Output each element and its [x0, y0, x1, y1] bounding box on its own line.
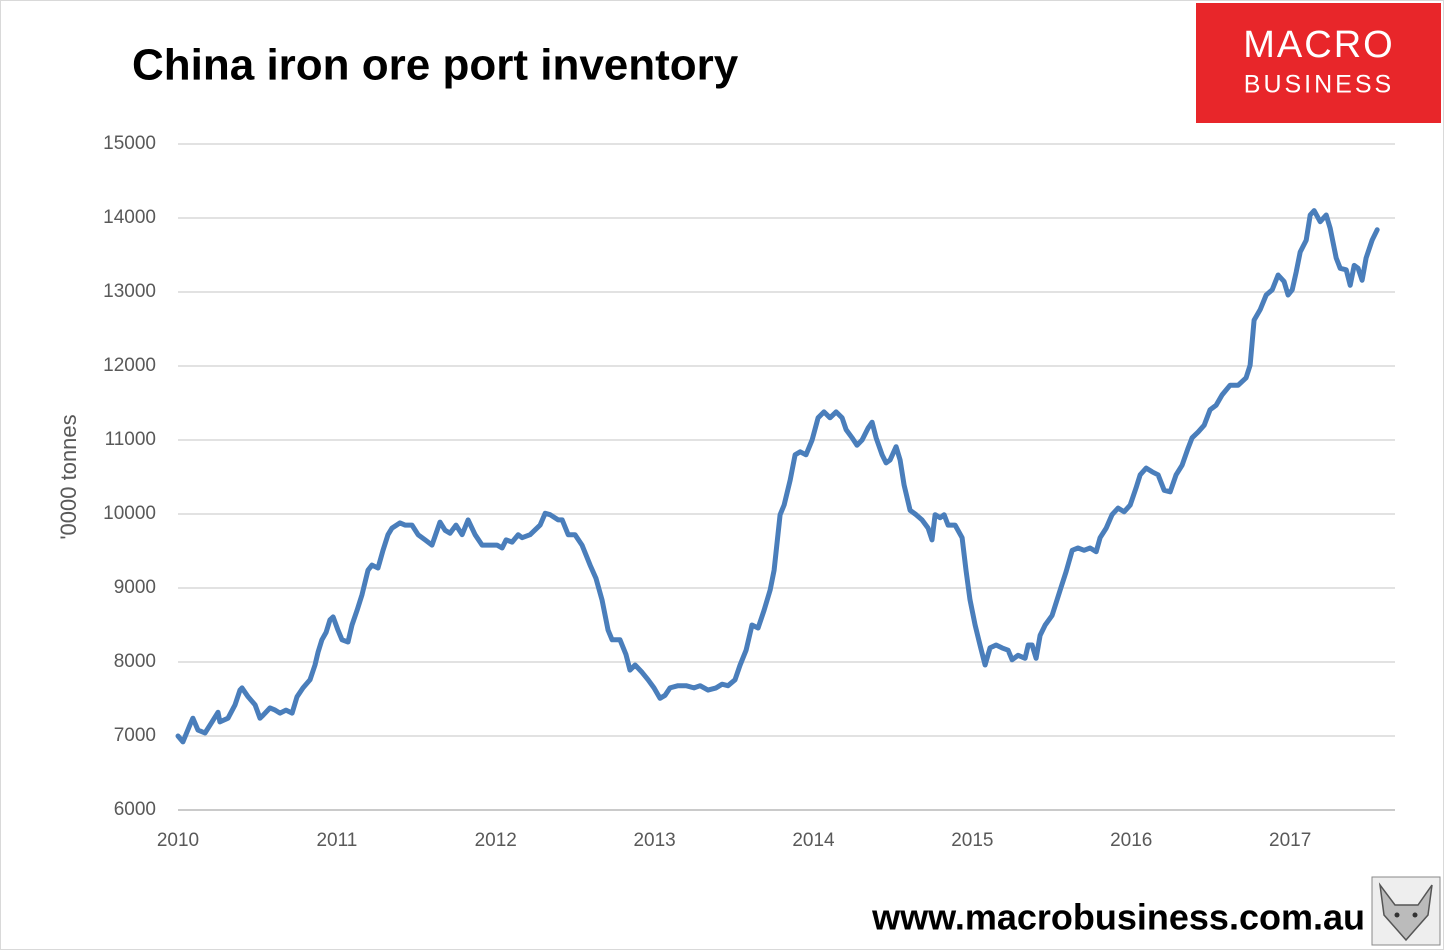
x-tick-label: 2015 [951, 830, 993, 851]
y-tick-label: 7000 [114, 725, 156, 746]
y-tick-label: 8000 [114, 651, 156, 672]
x-tick-label: 2016 [1110, 830, 1152, 851]
y-tick-label: 10000 [103, 503, 156, 524]
y-tick-label: 14000 [103, 207, 156, 228]
x-tick-label: 2011 [316, 830, 357, 851]
x-tick-label: 2014 [792, 830, 835, 851]
x-tick-label: 2010 [157, 830, 199, 851]
x-tick-label: 2012 [475, 830, 517, 851]
logo-top: MACRO [1243, 24, 1394, 66]
y-tick-label: 6000 [114, 799, 156, 820]
x-tick-label: 2017 [1269, 830, 1311, 851]
y-tick-label: 9000 [114, 577, 156, 598]
y-axis-label: '0000 tonnes [56, 414, 81, 539]
y-tick-label: 13000 [103, 281, 156, 302]
logo-bottom: BUSINESS [1244, 71, 1394, 99]
y-tick-label: 11000 [105, 429, 156, 450]
logo-box [1196, 3, 1441, 123]
website: www.macrobusiness.com.au [871, 897, 1365, 938]
fox-icon [1371, 876, 1441, 946]
y-tick-label: 15000 [103, 133, 156, 154]
data-line [175, 208, 1380, 745]
y-tick-label: 12000 [103, 355, 156, 376]
x-tick-label: 2013 [633, 830, 675, 851]
chart-title: China iron ore port inventory [132, 41, 739, 90]
